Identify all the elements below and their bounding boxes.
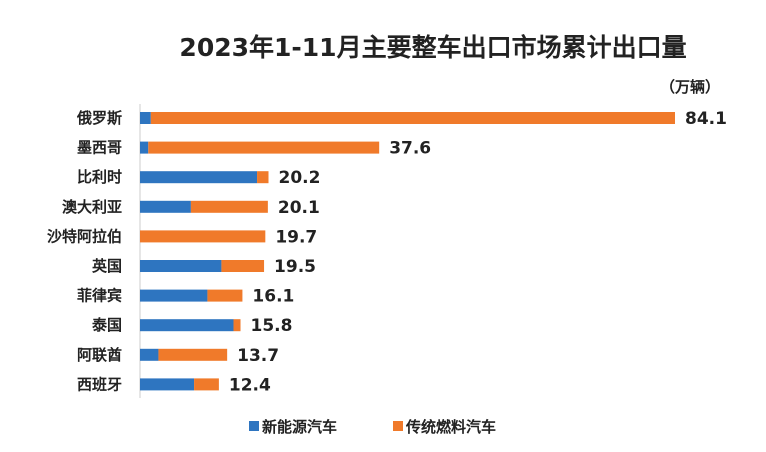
total-label: 19.5 — [274, 257, 316, 277]
category-label: 英国 — [92, 257, 122, 275]
bar-traditional — [148, 141, 380, 154]
chart-title: 2023年1-11月主要整车出口市场累计出口量 — [179, 33, 687, 62]
total-label: 19.7 — [275, 227, 317, 247]
bar-traditional — [140, 230, 266, 243]
bar-nev — [140, 289, 208, 302]
bar-traditional — [158, 348, 228, 361]
category-label: 沙特阿拉伯 — [47, 227, 122, 245]
legend-label: 新能源汽车 — [262, 418, 337, 436]
bar-traditional — [233, 319, 241, 332]
bar-traditional — [190, 200, 268, 213]
bar-nev — [140, 348, 159, 361]
category-label: 阿联酋 — [77, 346, 122, 364]
category-label: 墨西哥 — [77, 139, 122, 157]
bar-traditional — [221, 260, 265, 272]
total-label: 15.8 — [251, 316, 293, 336]
bar-nev — [140, 112, 151, 124]
total-label: 84.1 — [685, 109, 727, 129]
bar-nev — [140, 378, 195, 391]
category-label: 菲律宾 — [77, 287, 122, 305]
bar-traditional — [150, 112, 675, 124]
legend-swatch-traditional — [393, 421, 403, 431]
legend-swatch-nev — [249, 421, 259, 431]
bar-traditional — [207, 289, 243, 302]
bar-nev — [140, 260, 222, 272]
total-label: 20.1 — [278, 198, 320, 218]
total-label: 37.6 — [389, 139, 431, 159]
bar-nev — [140, 319, 234, 332]
category-label: 泰国 — [91, 316, 122, 334]
category-label: 俄罗斯 — [76, 109, 122, 127]
unit-label: （万辆） — [660, 78, 721, 96]
total-label: 12.4 — [229, 375, 271, 395]
total-label: 16.1 — [252, 287, 294, 307]
bar-traditional — [194, 378, 219, 391]
category-label: 西班牙 — [77, 375, 122, 393]
total-label: 20.2 — [279, 168, 321, 188]
bar-nev — [140, 141, 149, 154]
legend-label: 传统燃料汽车 — [405, 418, 496, 436]
category-label: 澳大利亚 — [62, 198, 122, 216]
bar-nev — [140, 200, 191, 213]
total-label: 13.7 — [237, 346, 279, 366]
category-label: 比利时 — [77, 168, 122, 186]
bar-traditional — [257, 171, 269, 184]
bar-nev — [140, 171, 258, 184]
